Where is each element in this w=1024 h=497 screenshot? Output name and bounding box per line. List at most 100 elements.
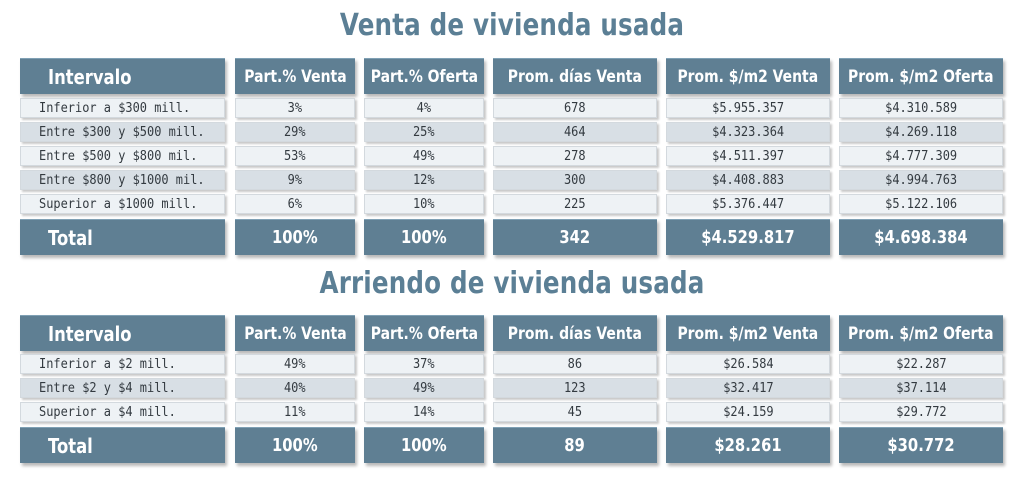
venta-table-cell-text: Entre $500 y $800 mil. — [39, 148, 198, 164]
venta-table-cell: 4% — [364, 98, 484, 118]
venta-table-cell-text: 300 — [564, 172, 586, 188]
venta-table-cell: $5.376.447 — [666, 194, 830, 214]
venta-total-cell-text: $4.698.384 — [874, 227, 968, 248]
venta-total-cell-text: 342 — [559, 227, 591, 248]
arriendo-total-cell: 100% — [235, 427, 355, 463]
venta-table-cell-text: 53% — [284, 148, 306, 164]
venta-table-cell-text: $4.408.883 — [711, 172, 785, 188]
venta-table-cell: 678 — [493, 98, 657, 118]
venta-table-cell: 6% — [235, 194, 355, 214]
arriendo-header-cell: Prom. $/m2 Venta — [666, 315, 830, 351]
venta-table-cell-text: $5.122.106 — [884, 196, 958, 212]
arriendo-total-cell-text: $30.772 — [887, 435, 955, 456]
arriendo-table-cell: $32.417 — [666, 378, 830, 398]
venta-total-cell-text: $4.529.817 — [701, 227, 795, 248]
venta-header-cell: Prom. $/m2 Venta — [666, 58, 830, 94]
venta-table-cell: 12% — [364, 170, 484, 190]
arriendo-header-cell: Part.% Oferta — [364, 315, 484, 351]
venta-table-cell-text: Entre $300 y $500 mill. — [39, 124, 205, 140]
venta-table-cell: 225 — [493, 194, 657, 214]
arriendo-total-cell-text: 100% — [401, 435, 447, 456]
venta-table-cell: $4.323.364 — [666, 122, 830, 142]
venta-total-cell-text: 100% — [272, 227, 318, 248]
venta-table-cell: 53% — [235, 146, 355, 166]
venta-table-cell: $4.511.397 — [666, 146, 830, 166]
arriendo-total-cell: 100% — [364, 427, 484, 463]
venta-table-cell-text: 278 — [564, 148, 586, 164]
arriendo-table-cell-text: $37.114 — [895, 380, 947, 396]
venta-header-cell: Prom. $/m2 Oferta — [839, 58, 1003, 94]
venta-table-cell-text: 10% — [413, 196, 435, 212]
venta-table-cell-text: 4% — [416, 100, 432, 116]
arriendo-table-cell: Superior a $4 mill. — [20, 402, 225, 422]
arriendo-table-cell: Entre $2 y $4 mill. — [20, 378, 225, 398]
venta-header-cell: Intervalo — [20, 58, 225, 94]
arriendo-table-cell-text: $32.417 — [722, 380, 774, 396]
venta-total-cell: 100% — [364, 219, 484, 255]
arriendo-header-cell: Intervalo — [20, 315, 225, 351]
arriendo-table-cell-text: Superior a $4 mill. — [39, 404, 176, 420]
arriendo-title: Arriendo de vivienda usada — [319, 266, 705, 301]
venta-table-cell: Inferior a $300 mill. — [20, 98, 225, 118]
venta-table-cell: $4.408.883 — [666, 170, 830, 190]
arriendo-table-cell: 37% — [364, 354, 484, 374]
venta-table-cell-text: Entre $800 y $1000 mil. — [39, 172, 205, 188]
arriendo-table-cell: $37.114 — [839, 378, 1003, 398]
arriendo-table-cell: 11% — [235, 402, 355, 422]
venta-table-cell: 49% — [364, 146, 484, 166]
arriendo-table-cell-text: $24.159 — [722, 404, 774, 420]
arriendo-table-cell-text: 40% — [284, 380, 306, 396]
venta-table-cell-text: $5.376.447 — [711, 196, 785, 212]
arriendo-table-cell-text: 49% — [284, 356, 306, 372]
venta-header-cell-text: Part.% Venta — [243, 66, 347, 87]
arriendo-table-cell: 40% — [235, 378, 355, 398]
arriendo-table-cell-text: 14% — [413, 404, 435, 420]
venta-header-cell-text: Part.% Oferta — [370, 66, 478, 87]
venta-total-cell: $4.529.817 — [666, 219, 830, 255]
arriendo-table-cell-text: 49% — [413, 380, 435, 396]
arriendo-table-cell: 49% — [364, 378, 484, 398]
arriendo-table-cell-text: 86 — [567, 356, 583, 372]
venta-table-cell-text: $4.994.763 — [884, 172, 958, 188]
arriendo-header-cell-text: Part.% Venta — [243, 323, 347, 344]
arriendo-table-cell: $24.159 — [666, 402, 830, 422]
arriendo-table-cell-text: 37% — [413, 356, 435, 372]
arriendo-total-cell: 89 — [493, 427, 657, 463]
arriendo-table-cell-text: Inferior a $2 mill. — [39, 356, 176, 372]
arriendo-header-cell: Prom. $/m2 Oferta — [839, 315, 1003, 351]
arriendo-table-cell-text: Entre $2 y $4 mill. — [39, 380, 176, 396]
venta-title: Venta de vivienda usada — [339, 8, 685, 43]
venta-table-cell-text: 6% — [287, 196, 303, 212]
venta-table-cell: 25% — [364, 122, 484, 142]
venta-table-cell: $4.777.309 — [839, 146, 1003, 166]
arriendo-total-cell-text: 100% — [272, 435, 318, 456]
venta-total-cell-text: 100% — [401, 227, 447, 248]
venta-table-cell-text: 225 — [564, 196, 586, 212]
arriendo-header-cell: Part.% Venta — [235, 315, 355, 351]
venta-table-cell-text: Inferior a $300 mill. — [39, 100, 191, 116]
arriendo-header-cell-text: Intervalo — [48, 321, 132, 346]
arriendo-table-cell-text: $26.584 — [722, 356, 774, 372]
venta-table-cell: Entre $800 y $1000 mil. — [20, 170, 225, 190]
venta-table-cell-text: $4.777.309 — [884, 148, 958, 164]
venta-table-cell: $4.994.763 — [839, 170, 1003, 190]
venta-header-cell-text: Prom. días Venta — [507, 66, 643, 87]
venta-table-cell: $4.269.118 — [839, 122, 1003, 142]
arriendo-table-cell: $22.287 — [839, 354, 1003, 374]
arriendo-total-cell-text: $28.261 — [714, 435, 782, 456]
venta-header-cell: Part.% Oferta — [364, 58, 484, 94]
arriendo-total-cell-text: 89 — [564, 435, 586, 456]
venta-table-cell: 10% — [364, 194, 484, 214]
arriendo-table-cell-text: 11% — [284, 404, 306, 420]
venta-table-cell-text: $4.310.589 — [884, 100, 958, 116]
venta-header-cell-text: Prom. $/m2 Oferta — [848, 66, 994, 87]
arriendo-table-cell-text: 45 — [567, 404, 583, 420]
venta-header-cell-text: Intervalo — [48, 64, 132, 89]
arriendo-table-cell-text: 123 — [564, 380, 586, 396]
venta-table-cell: $4.310.589 — [839, 98, 1003, 118]
arriendo-header-cell-text: Part.% Oferta — [370, 323, 478, 344]
venta-table-cell: 278 — [493, 146, 657, 166]
venta-table-cell-text: 678 — [564, 100, 586, 116]
venta-table-cell: 300 — [493, 170, 657, 190]
venta-total-cell-text: Total — [48, 225, 93, 250]
